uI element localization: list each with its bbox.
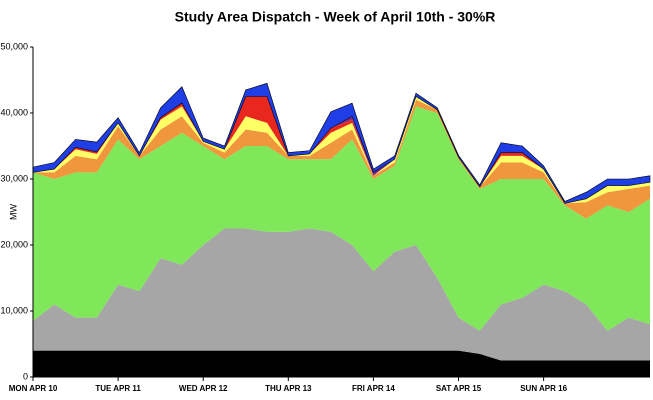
- area: [33, 228, 650, 361]
- area: [33, 99, 650, 219]
- x-tick-label: SAT APR 15: [436, 384, 482, 393]
- y-tick-label: 50,000: [0, 41, 28, 51]
- x-tick-label: SUN APR 16: [520, 384, 567, 393]
- y-tick-label: 20,000: [0, 239, 28, 249]
- x-tick-label: WED APR 12: [179, 384, 228, 393]
- y-axis-label: MW: [8, 204, 18, 220]
- x-tick-label: FRI APR 14: [352, 384, 395, 393]
- y-tick-label: 0: [23, 371, 28, 381]
- chart-title: Study Area Dispatch - Week of April 10th…: [175, 9, 496, 25]
- y-tick-label: 30,000: [0, 173, 28, 183]
- x-tick-label: TUE APR 11: [95, 384, 141, 393]
- x-tick-label: MON APR 10: [9, 384, 58, 393]
- x-tick-label: THU APR 13: [265, 384, 312, 393]
- y-tick-label: 10,000: [0, 305, 28, 315]
- area: [33, 106, 650, 331]
- y-tick-label: 40,000: [0, 107, 28, 117]
- area: [32, 82, 651, 204]
- area: [33, 350, 650, 377]
